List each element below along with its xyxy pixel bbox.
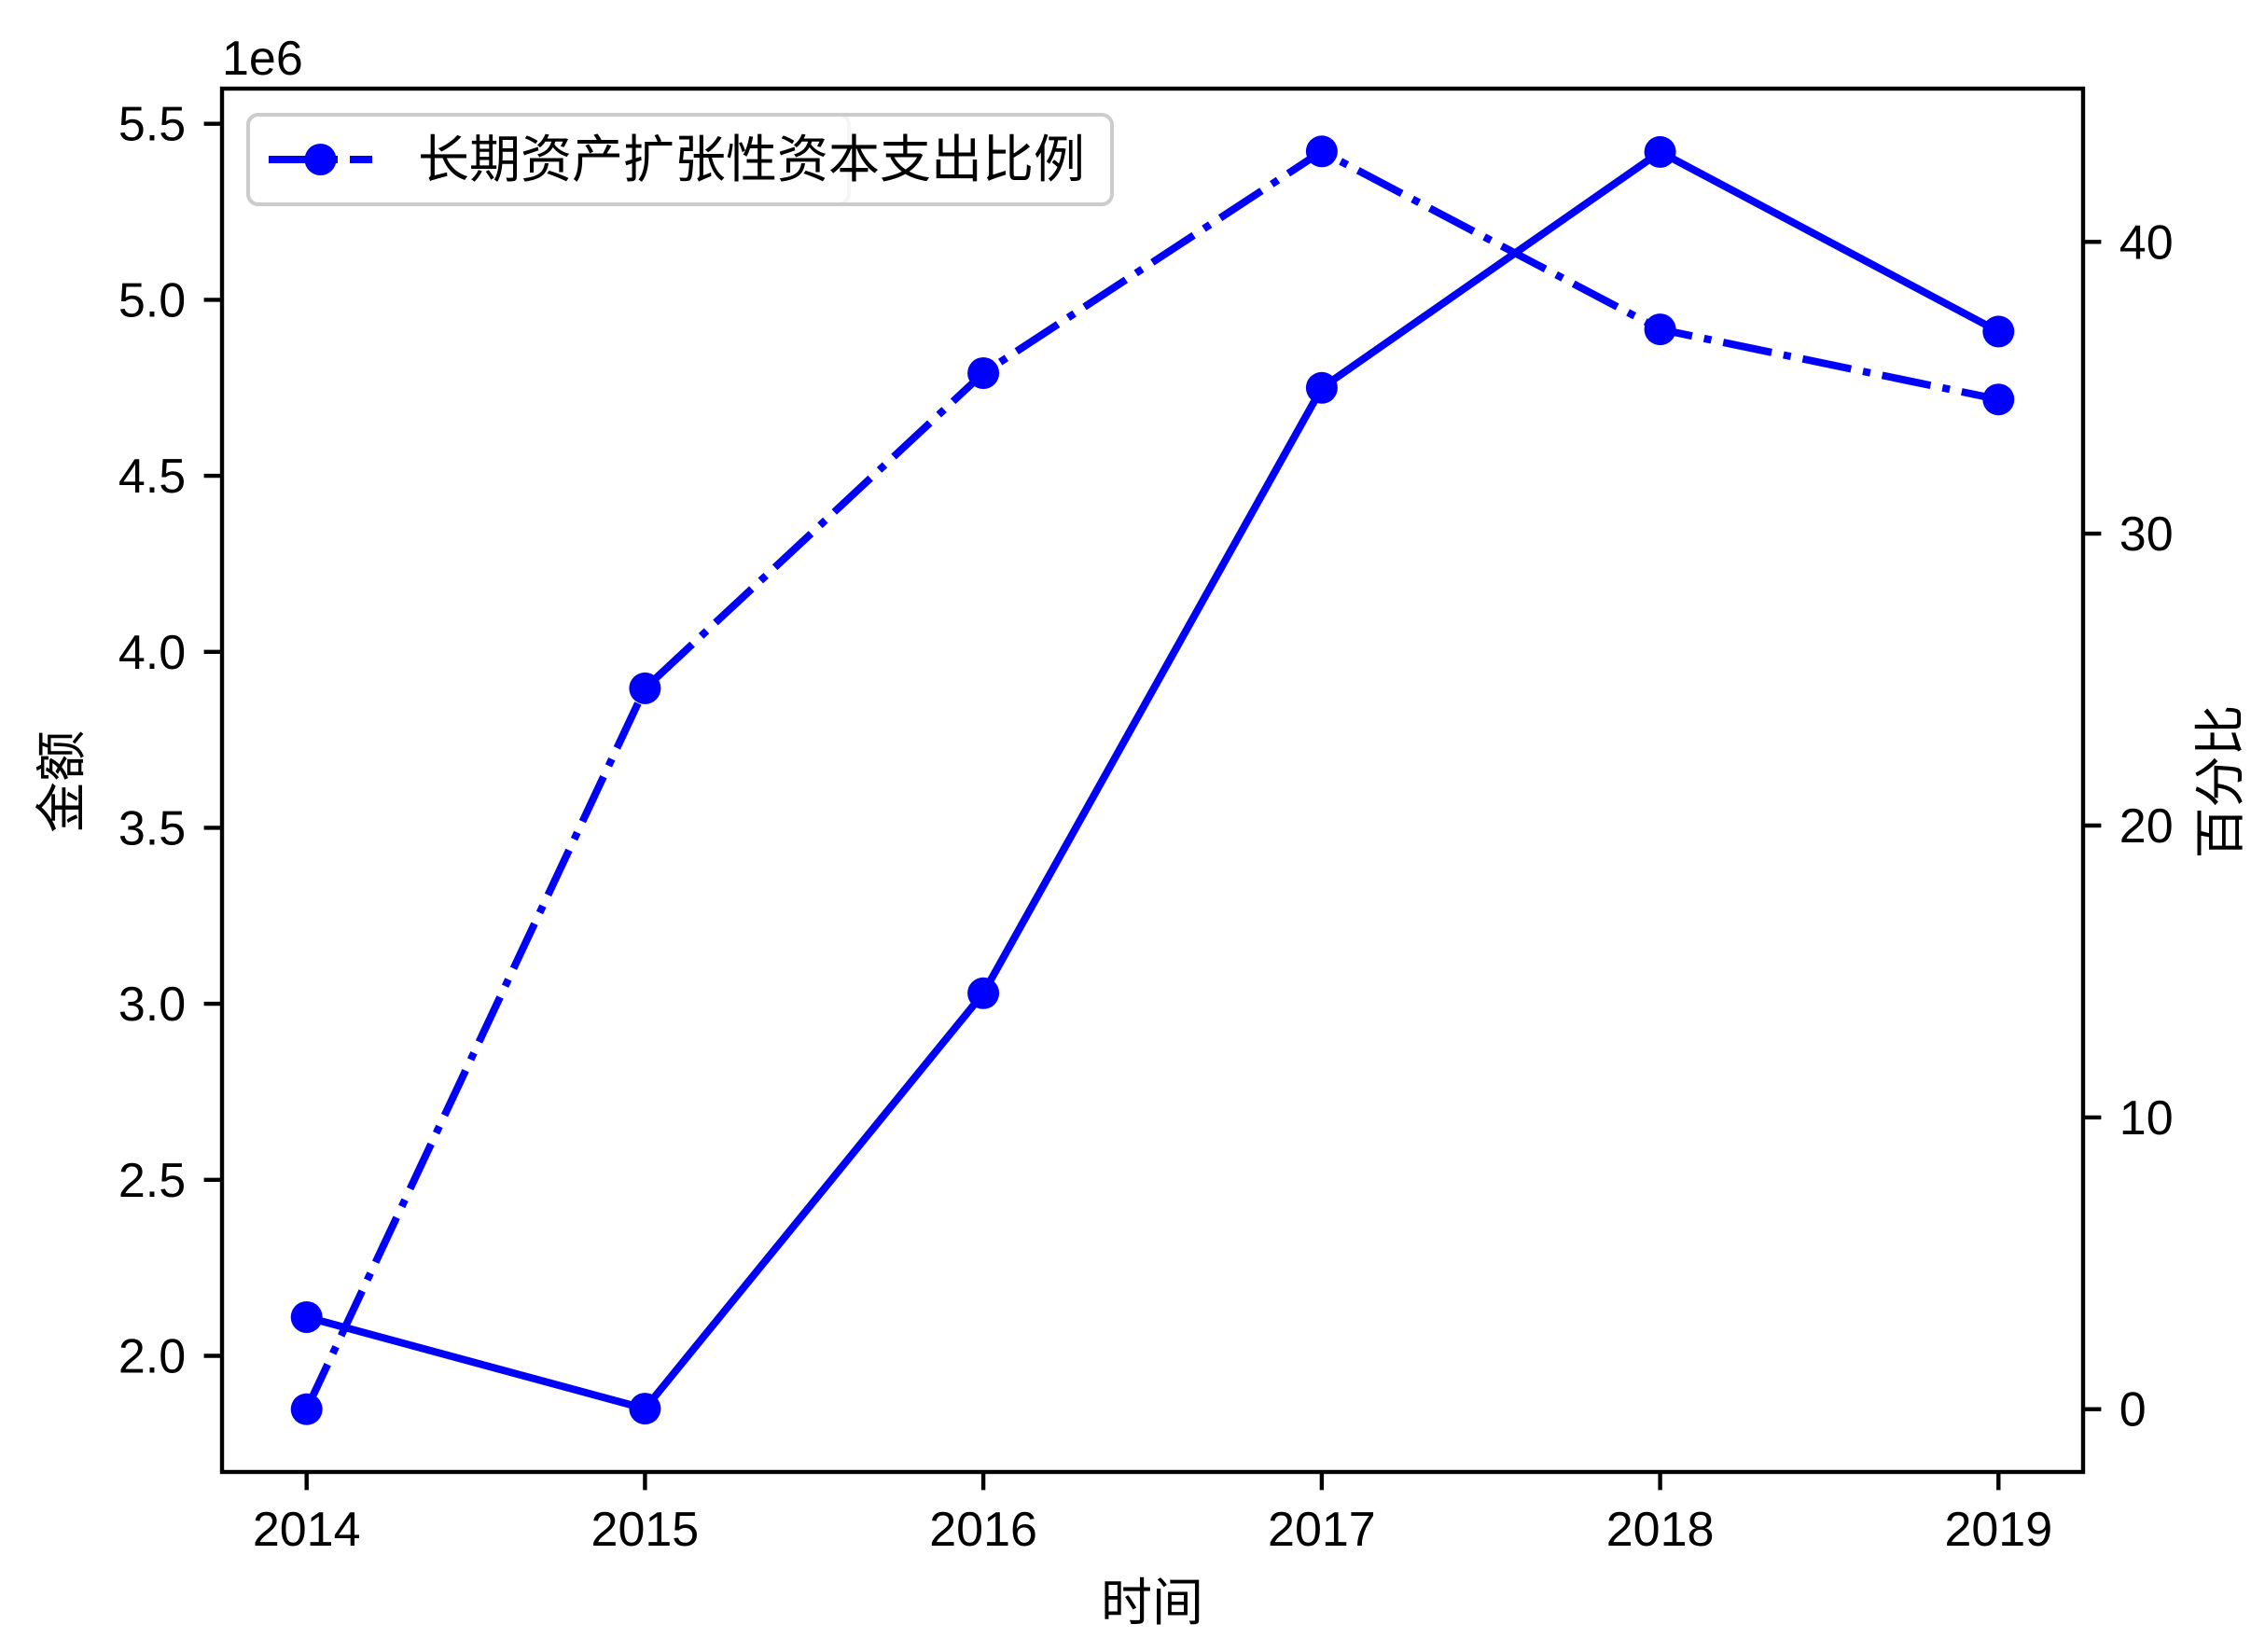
- series-0-point-2014: [290, 1301, 323, 1333]
- left-y-tick-label: 5.0: [118, 273, 186, 327]
- right-y-axis-label: 百分比: [2191, 704, 2249, 858]
- right-y-tick-label: 20: [2119, 799, 2174, 854]
- left-y-tick-label: 3.0: [118, 978, 186, 1032]
- x-tick-label: 2016: [929, 1503, 1037, 1557]
- legend-label: 长期资产扩张性资本支出比例: [418, 131, 1085, 188]
- right-y-tick-label: 0: [2119, 1383, 2147, 1437]
- left-y-axis-label: 金额: [33, 730, 90, 833]
- legend: 长期资产扩张性资本支出比例: [246, 113, 1114, 206]
- series-1-point-2017: [1305, 135, 1338, 168]
- series-1-point-2018: [1644, 313, 1676, 346]
- series-1-point-2014: [290, 1393, 323, 1425]
- series-left-layer: [290, 135, 2015, 1425]
- right-y-tick-label: 30: [2119, 507, 2174, 562]
- left-y-tick-label: 4.5: [118, 450, 186, 504]
- axes-frame: [219, 86, 2086, 1475]
- series-0-point-2015: [629, 1393, 661, 1425]
- legend-frame: [246, 113, 1114, 206]
- x-tick-label: 2015: [591, 1503, 700, 1557]
- series-0-line: [305, 147, 2001, 1413]
- legend-handle-marker: [304, 144, 337, 175]
- x-tick-label: 2019: [1944, 1503, 2052, 1557]
- left-y-tick-label: 2.0: [118, 1330, 186, 1384]
- right-y-tick-label: 10: [2119, 1091, 2174, 1145]
- series-1-point-2016: [967, 357, 1000, 389]
- x-tick-label: 2018: [1606, 1503, 1715, 1557]
- series-0-point-2016: [967, 977, 1000, 1009]
- x-axis-ticks: 2014 2015 2016 2017 2018 2019: [253, 1472, 2052, 1557]
- series-1-point-2015: [629, 672, 661, 704]
- series-1-point-2019: [1982, 383, 2015, 416]
- series-0-point-2018: [1644, 135, 1676, 168]
- x-tick-label: 2014: [253, 1503, 361, 1557]
- left-y-tick-label: 5.5: [118, 98, 186, 152]
- x-tick-label: 2017: [1268, 1503, 1376, 1557]
- left-y-tick-label: 3.5: [118, 801, 186, 855]
- left-y-tick-label: 4.0: [118, 626, 186, 680]
- series-0-point-2017: [1305, 371, 1338, 404]
- series-0-point-2019: [1982, 315, 2015, 348]
- left-y-axis-ticks: 2.0 2.5 3.0 3.5 4.0 4.5 5.0 5.5: [118, 98, 222, 1384]
- right-y-axis-ticks: 0 10 20 30 40: [2083, 215, 2174, 1437]
- left-y-tick-label: 2.5: [118, 1154, 186, 1208]
- right-y-tick-label: 40: [2119, 215, 2174, 270]
- x-axis-label: 时间: [1101, 1574, 1203, 1631]
- series-right-layer: [290, 135, 2015, 1425]
- left-axis-offset-text: 1e6: [222, 32, 303, 86]
- series-1-line: [303, 147, 2000, 1411]
